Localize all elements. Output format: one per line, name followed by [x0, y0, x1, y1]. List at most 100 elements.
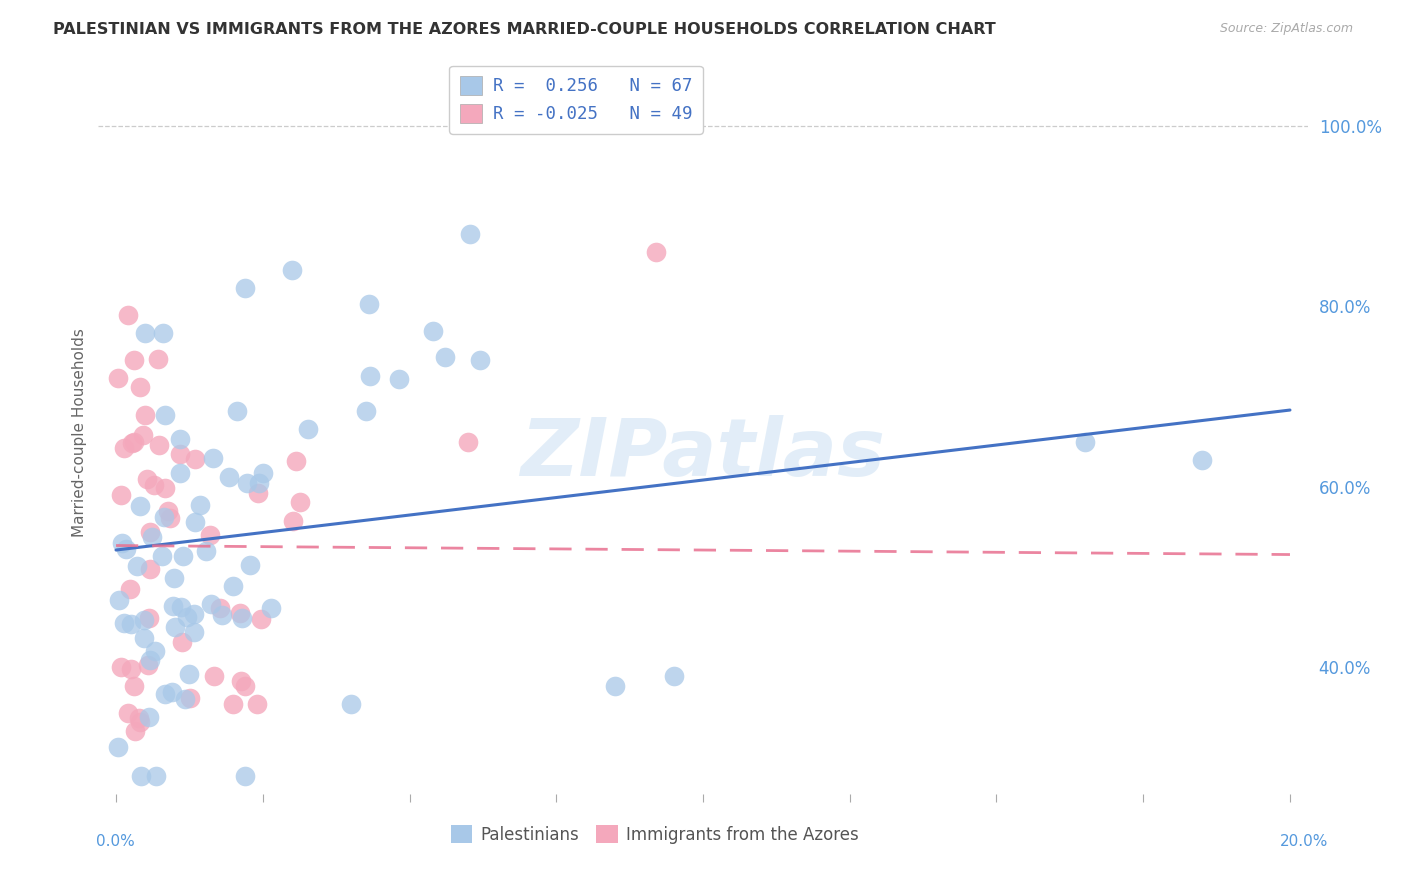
Point: [143, 644, 166, 658]
Point: [202, 669, 225, 683]
Point: [222, 579, 245, 593]
Point: [153, 688, 176, 702]
Point: [231, 611, 253, 625]
Point: [122, 353, 145, 368]
Point: [233, 769, 256, 783]
Point: [179, 667, 201, 681]
Point: [458, 227, 481, 241]
Point: [226, 403, 249, 417]
Point: [229, 673, 252, 688]
Point: [172, 549, 194, 564]
Point: [172, 635, 194, 649]
Point: [433, 350, 456, 364]
Point: [281, 263, 304, 277]
Point: [246, 697, 269, 711]
Point: [356, 404, 378, 418]
Point: [359, 369, 381, 384]
Point: [112, 441, 135, 455]
Point: [111, 535, 134, 549]
Point: [246, 486, 269, 500]
Point: [229, 606, 252, 620]
Point: [211, 607, 233, 622]
Point: [170, 600, 193, 615]
Text: Source: ZipAtlas.com: Source: ZipAtlas.com: [1219, 22, 1353, 36]
Point: [603, 678, 626, 692]
Point: [117, 308, 139, 322]
Point: [359, 297, 381, 311]
Point: [233, 281, 256, 295]
Point: [148, 352, 170, 367]
Point: [281, 514, 304, 528]
Point: [107, 740, 129, 755]
Legend: Palestinians, Immigrants from the Azores: Palestinians, Immigrants from the Azores: [444, 819, 865, 851]
Point: [148, 438, 170, 452]
Point: [188, 498, 211, 512]
Point: [288, 495, 311, 509]
Point: [247, 475, 270, 490]
Point: [136, 658, 159, 673]
Point: [162, 599, 184, 613]
Point: [134, 408, 156, 422]
Point: [120, 617, 142, 632]
Point: [183, 515, 205, 529]
Text: 0.0%: 0.0%: [96, 834, 135, 849]
Point: [134, 613, 156, 627]
Point: [1191, 452, 1213, 467]
Point: [250, 612, 273, 626]
Point: [124, 723, 146, 738]
Point: [169, 466, 191, 480]
Point: [152, 326, 174, 341]
Point: [163, 620, 186, 634]
Text: PALESTINIAN VS IMMIGRANTS FROM THE AZORES MARRIED-COUPLE HOUSEHOLDS CORRELATION : PALESTINIAN VS IMMIGRANTS FROM THE AZORE…: [53, 22, 997, 37]
Point: [122, 434, 145, 449]
Point: [110, 660, 132, 674]
Point: [153, 481, 176, 495]
Point: [150, 549, 173, 563]
Point: [194, 544, 217, 558]
Point: [692, 832, 714, 847]
Point: [138, 611, 160, 625]
Point: [135, 473, 157, 487]
Point: [201, 450, 224, 465]
Point: [117, 706, 139, 720]
Point: [162, 685, 184, 699]
Point: [183, 607, 205, 621]
Point: [128, 380, 150, 394]
Y-axis label: Married-couple Households: Married-couple Households: [72, 328, 87, 537]
Text: 20.0%: 20.0%: [1281, 834, 1329, 849]
Point: [134, 326, 156, 341]
Point: [155, 408, 177, 422]
Point: [139, 653, 162, 667]
Point: [122, 678, 145, 692]
Point: [198, 528, 221, 542]
Point: [107, 593, 129, 607]
Point: [128, 711, 150, 725]
Point: [156, 504, 179, 518]
Point: [285, 454, 308, 468]
Point: [115, 541, 138, 556]
Point: [138, 562, 160, 576]
Point: [388, 372, 411, 386]
Point: [153, 509, 176, 524]
Point: [143, 478, 166, 492]
Point: [131, 769, 153, 783]
Point: [200, 598, 222, 612]
Point: [239, 558, 262, 573]
Point: [163, 571, 186, 585]
Point: [233, 678, 256, 692]
Point: [129, 499, 152, 513]
Point: [112, 615, 135, 630]
Point: [422, 324, 444, 338]
Point: [120, 582, 142, 596]
Point: [662, 669, 685, 683]
Point: [183, 451, 205, 466]
Point: [179, 690, 201, 705]
Point: [121, 435, 143, 450]
Point: [468, 353, 491, 368]
Point: [222, 697, 245, 711]
Point: [183, 625, 205, 640]
Point: [107, 370, 129, 384]
Point: [169, 447, 191, 461]
Point: [208, 601, 231, 615]
Point: [218, 469, 240, 483]
